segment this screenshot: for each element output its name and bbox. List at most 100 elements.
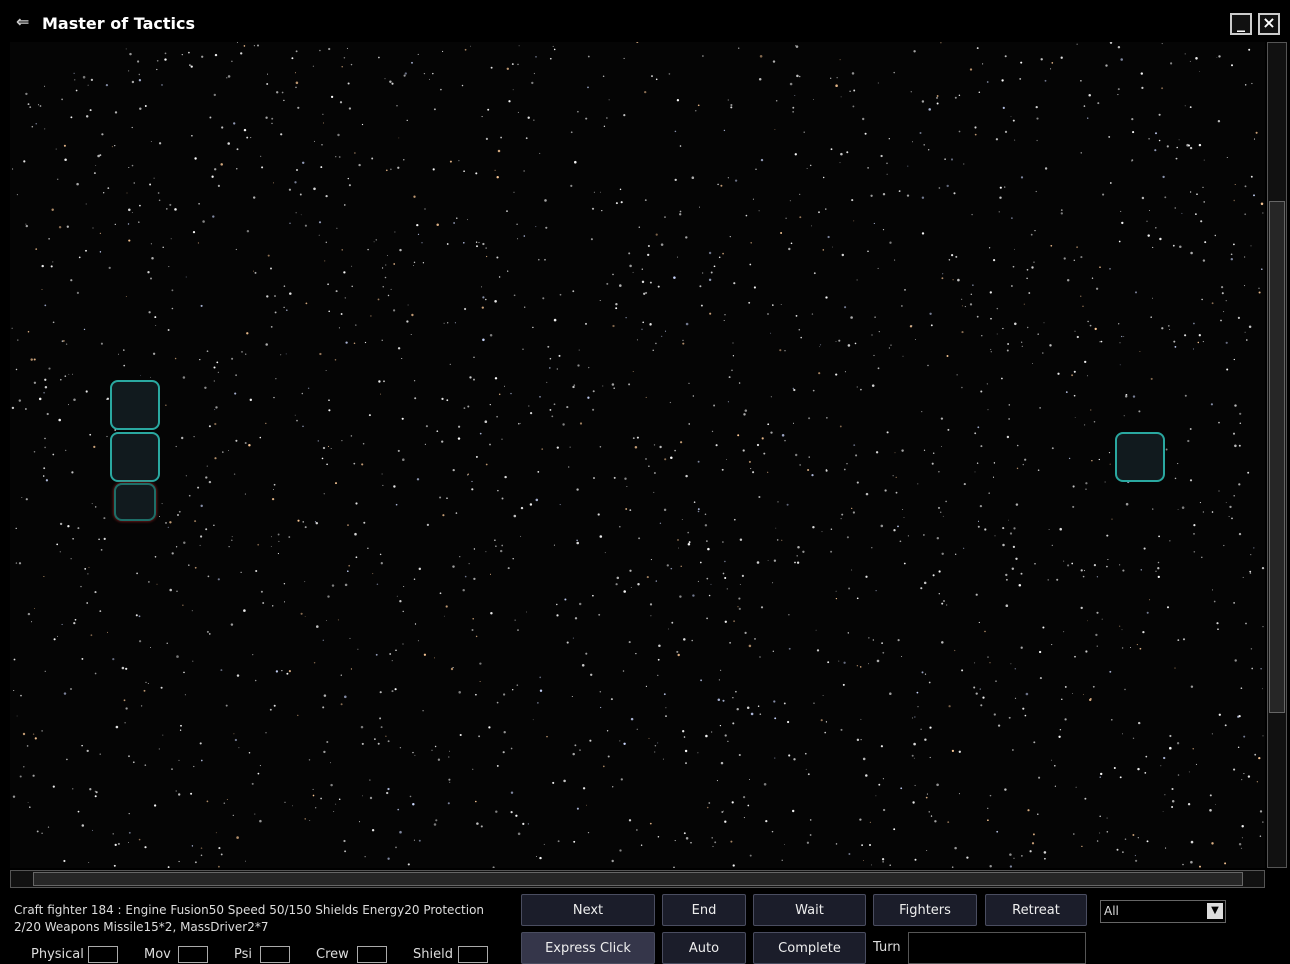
action-button[interactable]: End [662,894,746,926]
player-ship[interactable] [110,432,160,482]
star [1037,333,1039,335]
action-button[interactable]: Complete [753,932,866,964]
action-button[interactable]: Express Click [521,932,655,964]
star [1215,804,1216,805]
star [441,440,443,442]
dropdown-arrow[interactable]: ▼ [1207,903,1223,919]
minimize-button[interactable]: _ [1230,13,1252,35]
action-button[interactable]: Retreat [985,894,1087,926]
star [62,624,63,625]
star [884,489,886,491]
star [759,210,760,211]
star [403,611,404,612]
vertical-scrollbar[interactable] [1267,42,1287,868]
star [820,344,821,345]
star [114,865,116,867]
star [209,481,211,483]
battlefield[interactable] [10,42,1265,868]
star [1245,332,1246,333]
star [817,649,819,651]
action-button[interactable]: Auto [662,932,746,964]
star [707,548,710,551]
star [394,231,395,232]
action-button[interactable]: Wait [753,894,866,926]
star [1013,266,1015,268]
star [252,783,254,785]
star [772,831,774,833]
star [941,277,943,279]
turn-field[interactable] [908,932,1086,964]
star [1193,323,1195,325]
star [1223,545,1224,546]
star [871,547,872,548]
star [19,399,21,401]
star [1135,291,1137,293]
star [19,562,21,564]
stat-field[interactable] [88,946,118,963]
star [348,178,349,179]
stat-field[interactable] [458,946,488,963]
star [1149,210,1150,211]
stat-field[interactable] [178,946,208,963]
star [620,189,621,190]
star [761,606,763,608]
scroll-thumb[interactable] [33,872,1243,886]
star [508,100,510,102]
star [757,444,759,446]
star [714,265,716,267]
filter-dropdown[interactable]: All ▼ [1100,900,1226,923]
star [314,662,315,663]
star [796,555,797,556]
stat-field[interactable] [357,946,387,963]
star [502,498,504,500]
star [600,707,601,708]
star [261,591,263,593]
star [1243,736,1245,738]
star [1004,186,1005,187]
action-button[interactable]: Next [521,894,655,926]
star [1008,418,1009,419]
star [901,656,902,657]
close-button[interactable]: × [1258,13,1280,35]
star [158,192,160,194]
star [214,457,216,459]
player-ship[interactable] [114,483,156,521]
star [717,184,719,186]
star [902,509,903,510]
star [411,334,412,335]
star [283,100,284,101]
star [278,534,280,536]
star [1178,509,1179,510]
star [159,142,161,144]
horizontal-scrollbar[interactable] [10,870,1265,888]
star [754,638,756,640]
star [882,652,884,654]
star [590,674,592,676]
action-button[interactable]: Fighters [873,894,977,926]
scroll-thumb[interactable] [1269,201,1285,713]
star [1032,842,1034,844]
star [1226,502,1227,503]
stat-field[interactable] [260,946,290,963]
star [554,403,556,405]
star [126,296,127,297]
star [476,636,478,638]
star [772,304,774,306]
star [511,791,513,793]
star [1097,102,1099,104]
star [600,300,601,301]
star [1169,540,1170,541]
enemy-ship[interactable] [1115,432,1165,482]
star [1036,140,1037,141]
star [717,780,718,781]
player-ship[interactable] [110,380,160,430]
star [1182,864,1184,866]
star [1072,506,1074,508]
star [328,446,329,447]
app-icon: ⇐ [16,12,29,31]
star [323,447,325,449]
star [129,832,131,834]
star [661,336,662,337]
star [893,529,895,531]
star [531,82,533,84]
